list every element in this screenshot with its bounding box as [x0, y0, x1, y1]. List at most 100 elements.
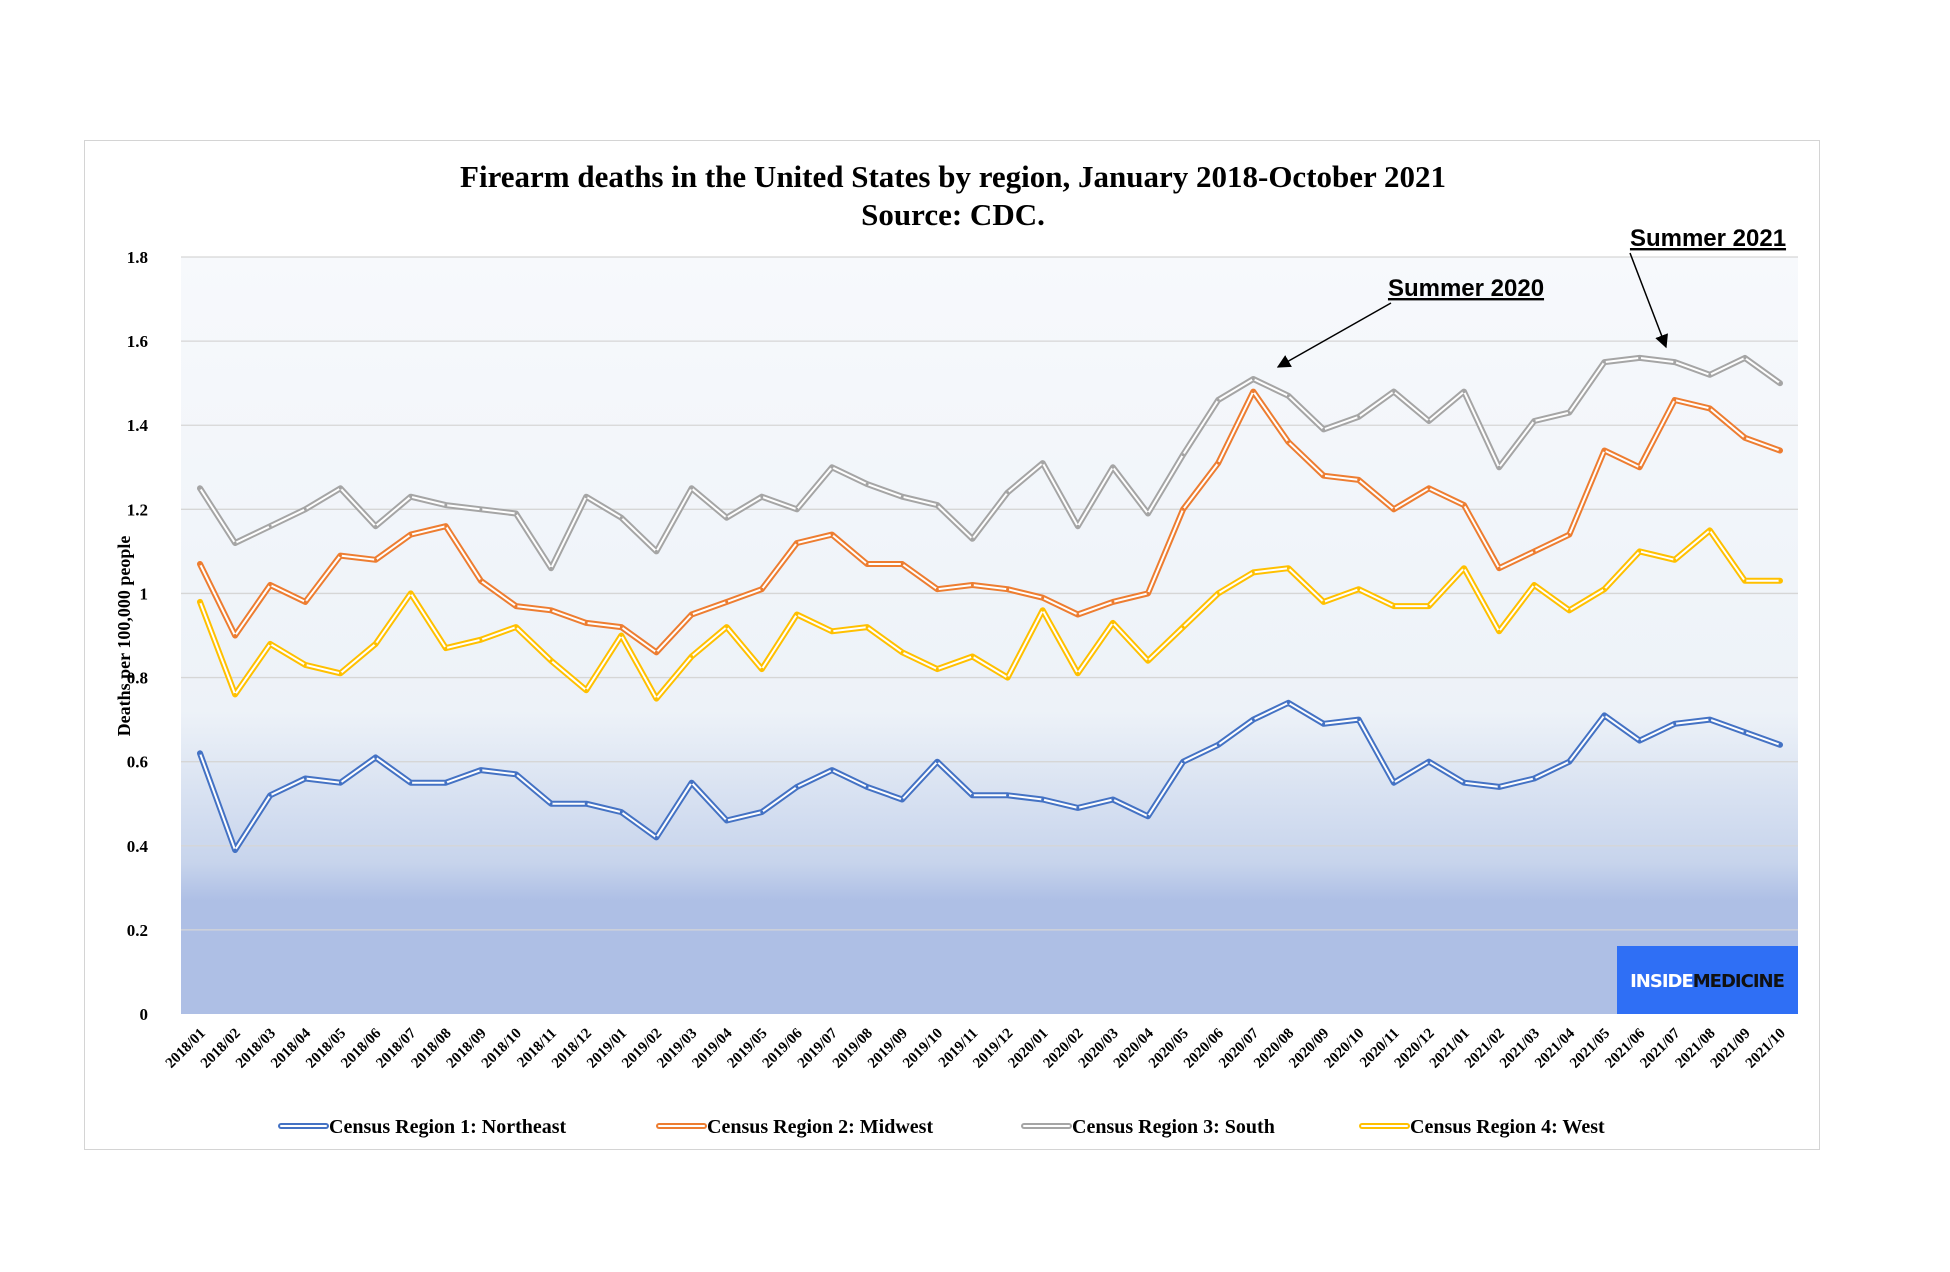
- data-point: [338, 671, 342, 675]
- data-point: [619, 625, 623, 629]
- data-point: [900, 798, 904, 801]
- data-point: [619, 516, 623, 520]
- data-point: [865, 785, 869, 789]
- data-point: [1357, 478, 1361, 482]
- data-point: [444, 503, 448, 507]
- data-point: [1181, 625, 1185, 629]
- data-point: [303, 663, 307, 667]
- data-point: [1778, 449, 1782, 452]
- data-point: [1251, 718, 1255, 722]
- data-point: [865, 625, 869, 629]
- data-point: [1251, 570, 1255, 574]
- data-point: [1076, 806, 1080, 810]
- data-point: [549, 608, 553, 612]
- data-point: [198, 751, 202, 755]
- data-point: [233, 541, 237, 545]
- data-point: [1392, 604, 1396, 608]
- data-point: [760, 667, 764, 671]
- data-point: [1708, 718, 1712, 722]
- data-point: [479, 579, 483, 583]
- data-point: [1006, 491, 1010, 494]
- data-point: [338, 486, 342, 490]
- data-point: [865, 482, 869, 486]
- x-tick-label: 2019/10: [900, 1026, 946, 1072]
- data-point: [760, 810, 764, 814]
- data-point: [1076, 671, 1080, 675]
- data-point: [830, 768, 834, 772]
- annotation-arrow-summer-2020: [1276, 302, 1392, 368]
- legend-item-2: Census Region 2: Midwest: [656, 1116, 933, 1138]
- data-point: [479, 507, 483, 511]
- y-tick-label: 0.2: [127, 921, 148, 940]
- data-point: [584, 688, 588, 692]
- chart-subtitle: Source: CDC.: [861, 197, 1045, 232]
- data-point: [1146, 814, 1150, 818]
- data-point: [1357, 587, 1361, 591]
- data-point: [1111, 621, 1115, 625]
- data-point: [1708, 373, 1712, 377]
- data-point: [1567, 760, 1571, 764]
- chart-svg: 0 0.2 0.4 0.6 0.8 1 1.2 1.4 1.6 1.8 2018/012018/0…: [114, 159, 1798, 1138]
- data-point: [1673, 360, 1677, 364]
- data-point: [690, 486, 694, 490]
- series-line-core: [199, 356, 1781, 570]
- data-point: [1286, 566, 1290, 570]
- data-point: [865, 562, 869, 566]
- data-point: [1251, 390, 1255, 394]
- data-point: [1778, 579, 1782, 583]
- data-point: [479, 638, 483, 642]
- data-point: [1322, 600, 1326, 604]
- data-point: [654, 697, 658, 701]
- x-tick-label: 2020/10: [1321, 1026, 1367, 1072]
- data-point: [198, 562, 202, 566]
- data-point: [1743, 579, 1747, 583]
- data-point: [1216, 743, 1220, 747]
- data-point: [409, 533, 413, 537]
- legend: Census Region 1: Northeast Census Region …: [278, 1116, 1605, 1138]
- series-line-3: [197, 354, 1783, 572]
- data-point: [198, 600, 202, 604]
- data-point: [549, 802, 553, 806]
- watermark-text: INSIDEMEDICINE: [1630, 971, 1784, 992]
- data-point: [1778, 743, 1782, 747]
- data-point: [1251, 377, 1255, 381]
- data-point: [725, 819, 729, 822]
- data-point: [409, 591, 413, 595]
- data-point: [725, 600, 729, 604]
- data-point: [1532, 549, 1536, 553]
- data-point: [1427, 760, 1431, 764]
- data-point: [1638, 356, 1642, 360]
- data-point: [1497, 566, 1501, 570]
- data-point: [1181, 760, 1185, 764]
- data-point: [1006, 676, 1010, 680]
- data-point: [1602, 713, 1606, 717]
- data-point: [233, 634, 237, 637]
- data-point: [1673, 558, 1677, 562]
- data-point: [1357, 718, 1361, 722]
- data-point: [1322, 722, 1326, 726]
- data-point: [935, 503, 939, 507]
- series-line-core: [199, 701, 1781, 851]
- y-tick-label: 1.6: [127, 332, 148, 351]
- data-point: [198, 486, 202, 490]
- data-point: [1146, 591, 1150, 595]
- y-tick-label: 0: [140, 1005, 149, 1024]
- data-point: [1427, 486, 1431, 490]
- data-point: [233, 848, 237, 852]
- data-point: [935, 760, 939, 764]
- chart-frame: 0 0.2 0.4 0.6 0.8 1 1.2 1.4 1.6 1.8 2018/01 2018/0…: [84, 140, 1820, 1150]
- legend-item-4: Census Region 4: West: [1359, 1116, 1605, 1138]
- data-point: [1216, 591, 1220, 595]
- data-point: [1041, 596, 1045, 600]
- y-tick-label: 1.8: [127, 248, 148, 267]
- data-point: [900, 495, 904, 499]
- data-point: [514, 512, 518, 515]
- data-point: [338, 554, 342, 558]
- data-point: [1041, 608, 1045, 612]
- series-line-core: [199, 529, 1781, 700]
- data-point: [1427, 419, 1431, 423]
- data-point: [1567, 411, 1571, 415]
- data-point: [444, 524, 448, 528]
- series-line-core: [199, 390, 1781, 654]
- data-point: [690, 655, 694, 658]
